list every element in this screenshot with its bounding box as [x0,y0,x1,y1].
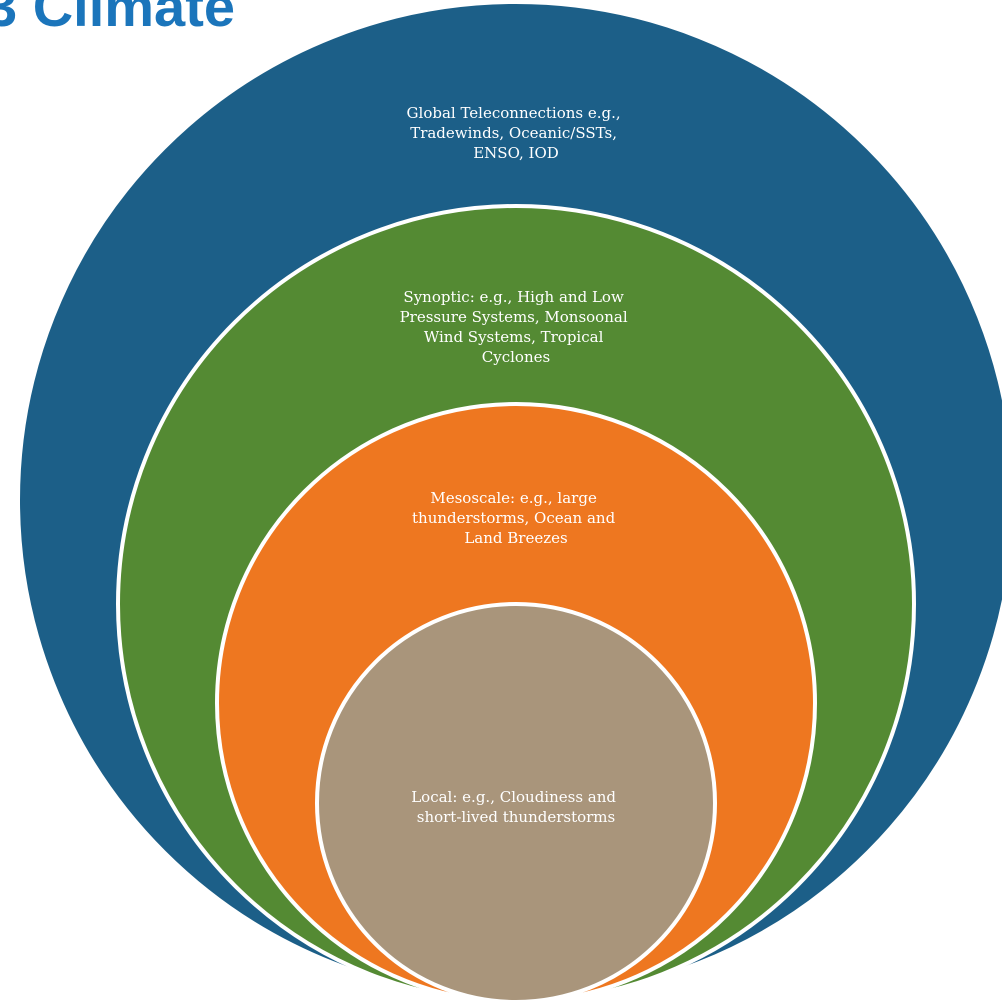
ring-synoptic-label: Synoptic: e.g., High and Low Pressure Sy… [400,288,633,366]
ring-synoptic-label-line: Pressure Systems, Monsoonal [400,308,628,326]
ring-global-label: Global Teleconnections e.g., Tradewinds,… [407,104,626,162]
ring-global-label-line: Tradewinds, Oceanic/SSTs, [410,124,617,142]
ring-synoptic-label-line: Cyclones [482,348,550,366]
ring-global-label-line: Global Teleconnections e.g., [407,104,621,122]
ring-synoptic-label-line: Wind Systems, Tropical [424,328,604,346]
ring-mesoscale-label-line: thunderstorms, Ocean and [412,509,616,527]
ring-mesoscale-label-line: Land Breezes [464,529,567,547]
ring-local-label: Local: e.g., Cloudiness and short-lived … [411,788,621,826]
ring-mesoscale-label: Mesoscale: e.g., large thunderstorms, Oc… [412,489,620,547]
ring-local-label-line: Local: e.g., Cloudiness and [411,788,616,806]
ring-local: Local: e.g., Cloudiness and short-lived … [315,602,717,1001]
ring-local-label-line: short-lived thunderstorms [417,808,615,826]
ring-global-label-line: ENSO, IOD [473,144,559,162]
slide-title: 3 Climate [0,0,235,38]
ring-synoptic-label-line: Synoptic: e.g., High and Low [403,288,624,306]
ring-local-circle [315,602,717,1001]
ring-mesoscale-label-line: Mesoscale: e.g., large [430,489,597,507]
